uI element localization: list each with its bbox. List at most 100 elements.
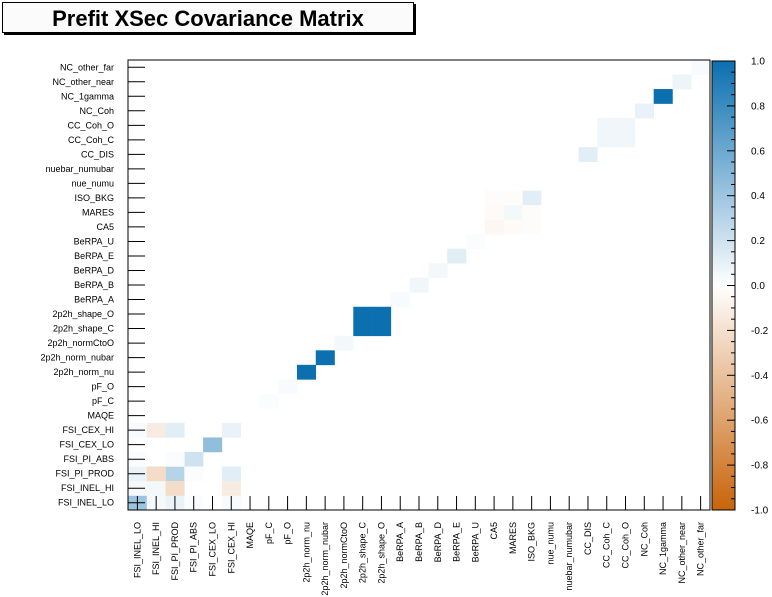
heatmap-cell xyxy=(165,480,185,496)
heatmap-cell xyxy=(522,205,542,220)
x-axis-labels: FSI_INEL_LO FSI_INEL_HI FSI_PI_PROD FSI_PI_… xyxy=(132,522,705,596)
y-tick-label: 2p2h_shape_C xyxy=(53,324,115,334)
colorbar-tick-label: -0.2 xyxy=(751,326,769,337)
colorbar-tick-label: 0.6 xyxy=(751,146,765,157)
heatmap-cell xyxy=(390,292,410,308)
y-tick-label: 2p2h_norm_nu xyxy=(53,367,114,377)
heatmap-cell xyxy=(221,480,241,496)
x-tick-label: BeRPA_B xyxy=(414,522,424,562)
y-tick-label: MARES xyxy=(82,207,114,217)
heatmap-cell xyxy=(221,466,241,482)
y-tick-label: 2p2h_norm_nubar xyxy=(40,353,114,363)
y-tick-label: FSI_PI_PROD xyxy=(55,469,114,479)
x-tick-label: BeRPA_E xyxy=(452,522,462,562)
heatmap-cell xyxy=(372,306,392,322)
x-tick-label: MAQE xyxy=(245,522,255,549)
y-tick-label: CC_DIS xyxy=(81,149,114,159)
y-tick-label: CC_Coh_O xyxy=(67,120,114,130)
heatmap-cell xyxy=(353,306,373,322)
title-box: Prefit XSec Covariance Matrix xyxy=(2,2,414,33)
x-tick-label: ISO_BKG xyxy=(527,522,537,562)
x-tick-label: FSI_INEL_HI xyxy=(151,522,161,575)
x-tick-label: NC_1gamma xyxy=(658,522,668,575)
heatmap-cell xyxy=(372,321,392,337)
y-tick-label: NC_1gamma xyxy=(61,91,114,101)
x-tick-label: NC_Coh xyxy=(639,522,649,557)
x-tick-label: CC_Coh_C xyxy=(602,522,612,569)
x-tick-label: BeRPA_A xyxy=(395,522,405,562)
y-tick-label: ISO_BKG xyxy=(74,193,114,203)
heatmap-cell xyxy=(522,190,542,206)
x-tick-label: CC_Coh_O xyxy=(621,522,631,569)
colorbar-tick-label: 0.0 xyxy=(751,281,765,292)
heatmap-cell xyxy=(221,422,241,438)
colorbar-tick-label: 0.2 xyxy=(751,236,765,247)
y-tick-label: FSI_INEL_HI xyxy=(61,483,114,493)
heatmap-cell xyxy=(503,205,523,220)
colorbar-tick-label: 1.0 xyxy=(751,57,765,68)
y-tick-label: NC_other_far xyxy=(60,62,114,72)
y-tick-label: pF_O xyxy=(91,382,114,392)
heatmap-cell xyxy=(653,89,673,104)
y-tick-label: BeRPA_E xyxy=(74,251,114,261)
x-tick-label: FSI_CEX_LO xyxy=(207,522,217,577)
heatmap-cell xyxy=(691,60,711,75)
colorbar-tick-label: 0.8 xyxy=(751,101,765,112)
heatmap-cell xyxy=(503,219,523,235)
colorbar-ticks: -1.0 -0.8 -0.6 -0.4 -0.2 0.0 0.2 0.4 0.6 0.8 1.0 xyxy=(727,57,769,517)
x-tick-label: 2p2h_normCtoO xyxy=(339,522,349,589)
y-tick-label: FSI_INEL_LO xyxy=(58,498,114,508)
x-tick-label: FSI_PI_PROD xyxy=(170,522,180,581)
heatmap-cell xyxy=(353,321,373,337)
heatmap-cell xyxy=(634,103,654,119)
heatmap-cell xyxy=(146,466,166,482)
colorbar-tick-label: -0.6 xyxy=(751,416,769,427)
heatmap-cell xyxy=(296,364,317,380)
x-tick-label: BeRPA_D xyxy=(433,522,443,563)
x-tick-label: 2p2h_shape_O xyxy=(376,522,386,584)
heatmap-cell xyxy=(522,219,542,235)
heatmap-cell xyxy=(165,466,185,482)
x-tick-label: CA5 xyxy=(489,522,499,540)
y-axis-labels: FSI_INEL_LO FSI_INEL_HI FSI_PI_PROD FSI_PI_… xyxy=(40,62,114,507)
heatmap-cell xyxy=(184,451,204,467)
heatmap-cell xyxy=(616,132,636,148)
y-tick-label: 2p2h_shape_O xyxy=(52,309,114,319)
x-tick-label: 2p2h_norm_nu xyxy=(301,522,311,583)
x-tick-label: 2p2h_shape_C xyxy=(358,522,368,584)
heatmap-cell xyxy=(428,263,448,279)
heatmap-cell xyxy=(184,466,204,482)
heatmap-cell xyxy=(165,422,185,438)
y-tick-label: pF_C xyxy=(92,396,115,406)
x-axis-ticks xyxy=(136,496,702,510)
heatmap-cell xyxy=(578,147,598,162)
heatmap-cell xyxy=(484,219,504,235)
heatmap-cell xyxy=(597,132,617,148)
x-tick-label: nue_numu xyxy=(545,522,555,565)
y-tick-label: nuebar_numubar xyxy=(45,164,114,174)
x-tick-label: FSI_CEX_HI xyxy=(226,522,236,574)
colorbar-tick-label: -0.8 xyxy=(751,461,769,472)
heatmap-cells xyxy=(128,60,711,511)
heatmap-cell xyxy=(165,451,185,467)
heatmap-cell xyxy=(146,422,166,438)
x-tick-label: nuebar_numubar xyxy=(564,522,574,591)
heatmap-cell xyxy=(278,379,298,395)
y-tick-label: FSI_PI_ABS xyxy=(63,454,114,464)
heatmap-cell xyxy=(203,437,223,453)
x-tick-label: FSI_PI_ABS xyxy=(189,522,199,573)
x-tick-label: pF_O xyxy=(283,522,293,545)
heatmap-cell xyxy=(484,190,504,206)
heatmap-cell xyxy=(503,190,523,206)
y-tick-label: BeRPA_B xyxy=(74,280,114,290)
y-tick-label: BeRPA_A xyxy=(74,295,114,305)
x-tick-label: NC_other_far xyxy=(696,522,706,576)
colorbar-tick-label: 0.4 xyxy=(751,191,765,202)
y-tick-label: FSI_CEX_HI xyxy=(62,425,114,435)
y-tick-label: nue_numu xyxy=(71,178,114,188)
x-tick-label: FSI_INEL_LO xyxy=(132,522,142,578)
colorbar-tick-label: -1.0 xyxy=(751,506,769,517)
y-tick-label: 2p2h_normCtoO xyxy=(47,338,114,348)
x-tick-label: NC_other_near xyxy=(677,522,687,584)
